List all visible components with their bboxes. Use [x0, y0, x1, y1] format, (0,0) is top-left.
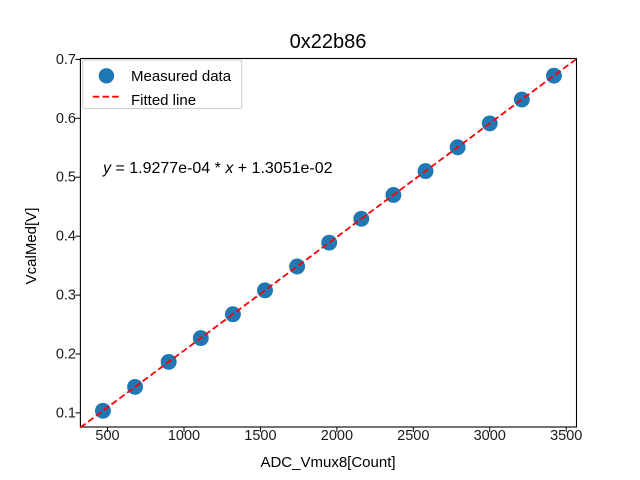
svg-text:ADC_Vmux8[Count]: ADC_Vmux8[Count]: [260, 454, 395, 471]
svg-text:1000: 1000: [168, 428, 200, 444]
svg-text:0.5: 0.5: [56, 170, 76, 186]
svg-text:y = 1.9277e-04 * x + 1.3051e-0: y = 1.9277e-04 * x + 1.3051e-02: [102, 160, 333, 177]
svg-text:0.3: 0.3: [56, 288, 76, 304]
svg-text:2500: 2500: [397, 428, 429, 444]
svg-text:2000: 2000: [321, 428, 353, 444]
svg-text:500: 500: [95, 428, 119, 444]
svg-text:0.7: 0.7: [56, 52, 76, 68]
svg-text:0x22b86: 0x22b86: [290, 31, 367, 53]
svg-text:Fitted line: Fitted line: [131, 92, 196, 109]
svg-text:VcalMed[V]: VcalMed[V]: [23, 208, 40, 285]
svg-text:3500: 3500: [550, 428, 582, 444]
svg-text:3000: 3000: [474, 428, 506, 444]
svg-text:0.2: 0.2: [56, 347, 76, 363]
svg-text:Measured data: Measured data: [131, 68, 232, 85]
svg-text:0.6: 0.6: [56, 111, 76, 127]
svg-text:1500: 1500: [244, 428, 276, 444]
svg-text:0.4: 0.4: [56, 229, 76, 245]
svg-text:0.1: 0.1: [56, 405, 76, 421]
